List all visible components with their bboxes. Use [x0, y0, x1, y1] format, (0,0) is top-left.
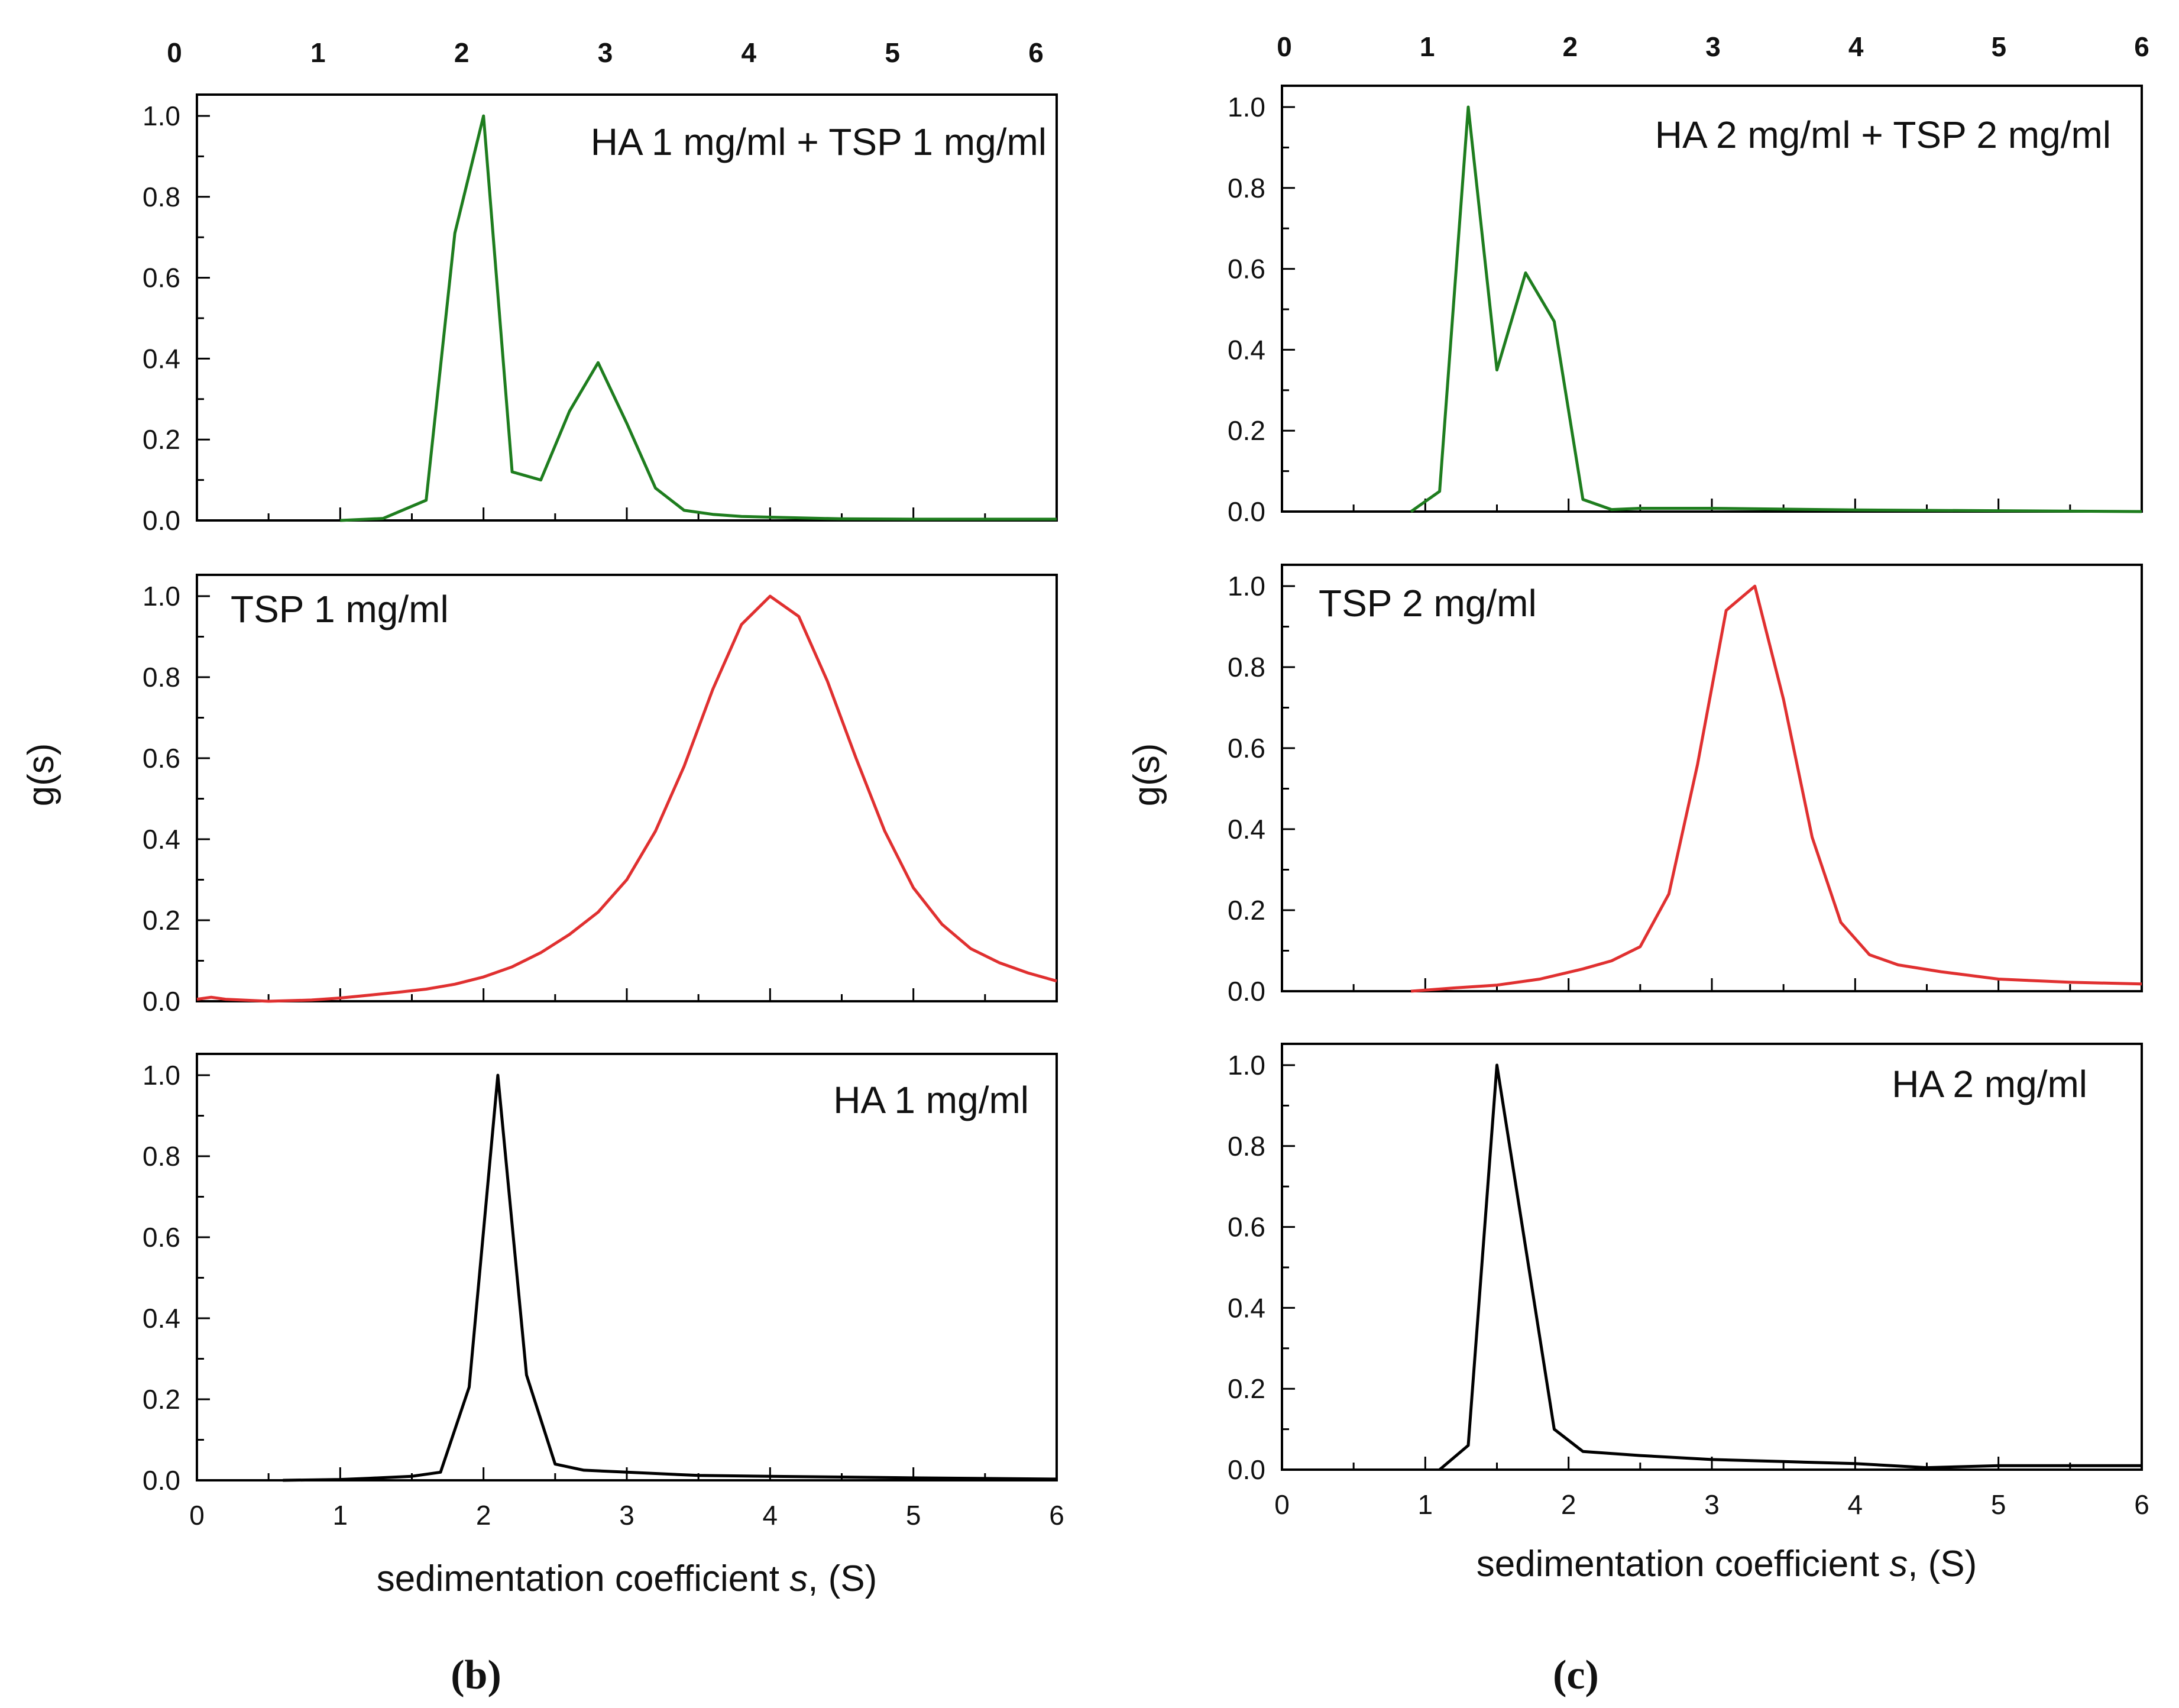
y-tick-label-c-0-2: 0.4	[1228, 334, 1265, 365]
series-annotation-c-1: TSP 2 mg/ml	[1319, 582, 1537, 625]
x-axis-title-c-var: s	[1889, 1544, 1908, 1584]
x-axis-title-b-var: s	[789, 1558, 808, 1599]
y-tick-label-b-0-1: 0.2	[143, 424, 180, 455]
y-tick-label-b-2-1: 0.2	[143, 1384, 180, 1415]
series-annotation-b-0: HA 1 mg/ml + TSP 1 mg/ml	[591, 121, 1047, 163]
x-axis-title-c-suffix: , (S)	[1908, 1544, 1977, 1584]
y-tick-label-c-2-2: 0.4	[1228, 1292, 1265, 1323]
x-tick-label-c-2-4: 4	[1848, 1489, 1863, 1520]
charts: 0.0 0.2 0.4 0.6 0.8 1.0 HA 1 mg/ml + TSP 1 mg/…	[143, 31, 2149, 1531]
y-tick-label-c-1-3: 0.6	[1228, 733, 1265, 764]
x-tick-label-b-2-2: 2	[476, 1500, 491, 1531]
y-axis-title-b: g(s)	[21, 743, 61, 807]
top-x-tick-label-b-2: 2	[454, 37, 470, 68]
top-x-tick-label-c-1: 1	[1420, 31, 1435, 62]
top-x-tick-label-c-5: 5	[1992, 31, 2007, 62]
x-tick-label-b-2-4: 4	[763, 1500, 778, 1531]
series-annotation-b-1: TSP 1 mg/ml	[231, 588, 449, 630]
series-line-b-1	[196, 594, 1057, 1003]
y-tick-label-c-1-2: 0.4	[1228, 814, 1265, 845]
panel-label-c: (c)	[1553, 1652, 1599, 1698]
y-tick-label-b-2-5: 1.0	[143, 1060, 180, 1091]
y-tick-label-b-0-4: 0.8	[143, 182, 180, 212]
y-tick-label-b-0-2: 0.4	[143, 343, 180, 374]
series-annotation-c-2: HA 2 mg/ml	[1892, 1063, 2087, 1105]
y-tick-label-b-2-3: 0.6	[143, 1222, 180, 1253]
series-line-c-0	[1410, 105, 2142, 513]
x-tick-label-c-2-0: 0	[1274, 1489, 1290, 1520]
y-tick-label-b-2-4: 0.8	[143, 1141, 180, 1172]
top-x-tick-label-b-6: 6	[1028, 37, 1044, 68]
top-x-tick-label-b-1: 1	[310, 37, 326, 68]
x-axis-title-c-prefix: sedimentation coefficient	[1477, 1544, 1890, 1584]
y-tick-label-c-0-3: 0.6	[1228, 254, 1265, 284]
y-tick-label-b-2-2: 0.4	[143, 1303, 180, 1334]
y-tick-label-b-0-5: 1.0	[143, 101, 180, 131]
series-annotation-b-2: HA 1 mg/ml	[833, 1079, 1029, 1121]
y-tick-label-b-0-3: 0.6	[143, 263, 180, 293]
y-tick-label-c-1-4: 0.8	[1228, 652, 1265, 682]
x-axis-title-b-prefix: sedimentation coefficient	[377, 1558, 790, 1599]
x-axis-title-c: sedimentation coefficient s, (S)	[1477, 1544, 1977, 1584]
y-tick-label-c-1-0: 0.0	[1228, 976, 1265, 1007]
y-tick-label-b-1-5: 1.0	[143, 581, 180, 612]
series-line-b-2	[283, 1073, 1057, 1482]
y-tick-label-b-2-0: 0.0	[143, 1465, 180, 1496]
top-x-tick-label-b-0: 0	[167, 37, 182, 68]
x-tick-label-b-2-0: 0	[189, 1500, 205, 1531]
y-tick-label-c-2-3: 0.6	[1228, 1212, 1265, 1243]
top-x-tick-label-c-2: 2	[1563, 31, 1578, 62]
panel-label-b: (b)	[451, 1652, 501, 1698]
y-tick-label-b-1-3: 0.6	[143, 743, 180, 774]
top-x-tick-label-c-6: 6	[2134, 31, 2149, 62]
x-tick-label-b-2-6: 6	[1049, 1500, 1064, 1531]
y-tick-label-b-0-0: 0.0	[143, 505, 180, 536]
top-x-tick-label-b-5: 5	[885, 37, 900, 68]
top-x-tick-label-c-4: 4	[1848, 31, 1864, 62]
y-tick-label-c-2-5: 1.0	[1228, 1050, 1265, 1081]
top-x-tick-label-c-0: 0	[1277, 31, 1292, 62]
series-line-c-1	[1410, 584, 2142, 993]
y-tick-label-b-1-2: 0.4	[143, 824, 180, 855]
top-x-tick-label-b-3: 3	[598, 37, 613, 68]
series-line-b-0	[340, 114, 1057, 522]
x-tick-label-c-2-6: 6	[2134, 1489, 2149, 1520]
y-tick-label-c-1-5: 1.0	[1228, 571, 1265, 601]
y-axis-title-c: g(s)	[1126, 743, 1167, 807]
x-tick-label-c-2-1: 1	[1418, 1489, 1433, 1520]
x-tick-label-b-2-5: 5	[906, 1500, 921, 1531]
y-tick-label-c-2-0: 0.0	[1228, 1454, 1265, 1485]
y-tick-label-b-1-4: 0.8	[143, 662, 180, 693]
x-axis-title-b-suffix: , (S)	[808, 1558, 877, 1599]
y-tick-label-c-2-4: 0.8	[1228, 1131, 1265, 1162]
series-line-c-2	[1438, 1063, 2142, 1471]
x-tick-label-b-2-3: 3	[619, 1500, 634, 1531]
x-tick-label-c-2-5: 5	[1991, 1489, 2006, 1520]
y-tick-label-c-2-1: 0.2	[1228, 1373, 1265, 1404]
y-tick-label-c-0-4: 0.8	[1228, 173, 1265, 203]
y-tick-label-c-0-1: 0.2	[1228, 415, 1265, 446]
x-axis-title-b: sedimentation coefficient s, (S)	[377, 1558, 878, 1599]
x-tick-label-c-2-3: 3	[1704, 1489, 1720, 1520]
y-tick-label-c-1-1: 0.2	[1228, 895, 1265, 926]
top-x-tick-label-c-3: 3	[1705, 31, 1721, 62]
top-x-tick-label-b-4: 4	[742, 37, 757, 68]
x-tick-label-b-2-1: 1	[333, 1500, 348, 1531]
x-tick-label-c-2-2: 2	[1561, 1489, 1576, 1520]
y-tick-label-b-1-0: 0.0	[143, 986, 180, 1017]
y-tick-label-c-0-0: 0.0	[1228, 496, 1265, 527]
series-annotation-c-0: HA 2 mg/ml + TSP 2 mg/ml	[1655, 114, 2111, 156]
y-tick-label-b-1-1: 0.2	[143, 905, 180, 936]
y-tick-label-c-0-5: 1.0	[1228, 92, 1265, 122]
